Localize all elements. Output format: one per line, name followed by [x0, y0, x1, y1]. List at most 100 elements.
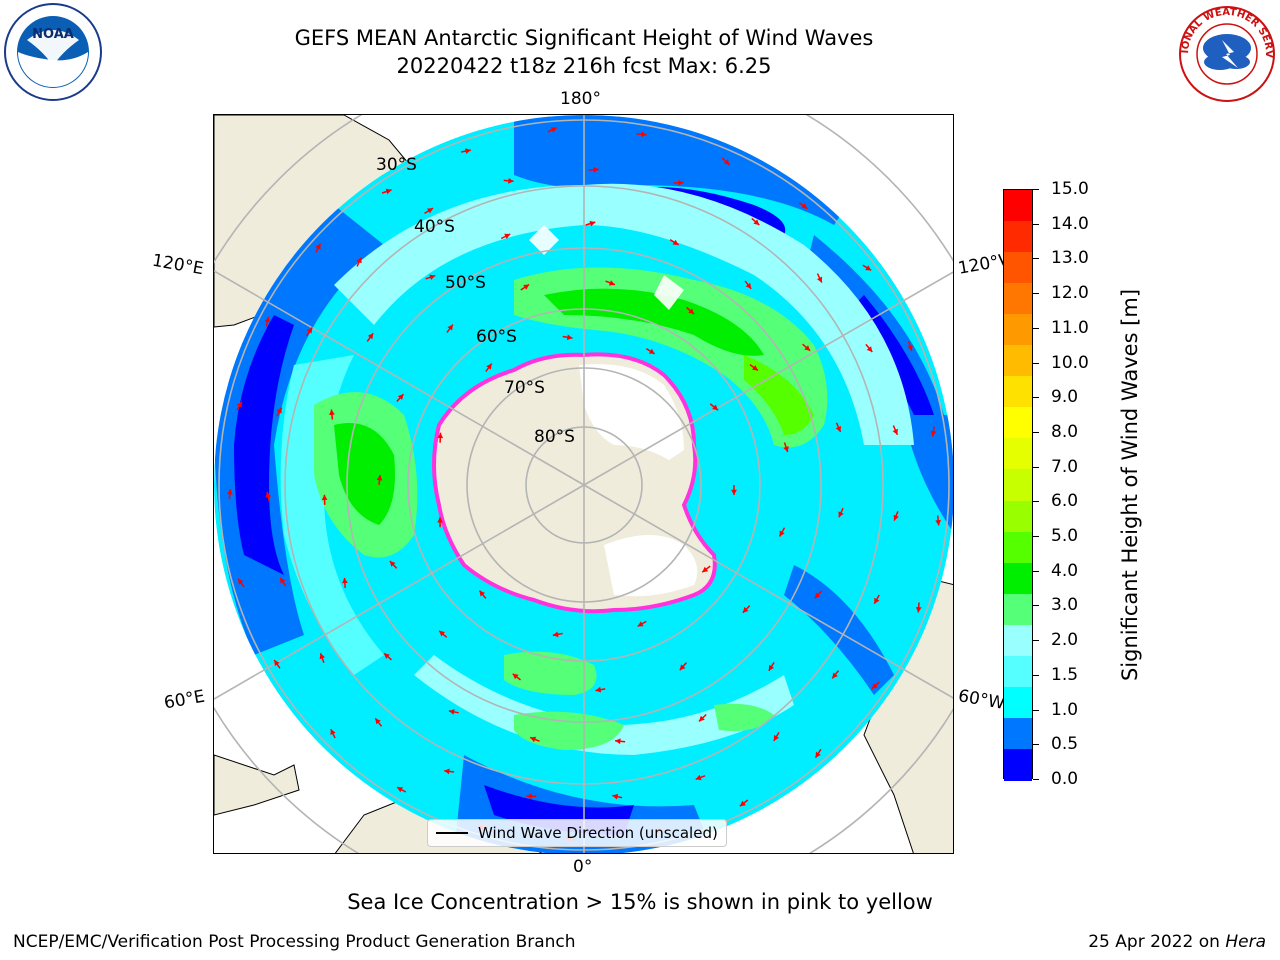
wave-arrow-head [530, 736, 537, 743]
wave-arrow-head [384, 653, 390, 659]
chart-subtitle: 20220422 t18z 216h fcst Max: 6.25 [396, 54, 772, 78]
lat-label-80s: 80°S [534, 427, 575, 447]
wave-arrow-head [238, 578, 244, 585]
colorbar [1003, 189, 1033, 781]
colorbar-segment [1004, 686, 1032, 719]
chart-title: GEFS MEAN Antarctic Significant Height o… [294, 26, 874, 50]
wave-arrow-head [874, 597, 880, 604]
colorbar-label: Significant Height of Wind Waves [m] [1117, 288, 1142, 682]
wave-arrow-head [915, 607, 922, 613]
wave-arrow-head [280, 577, 286, 584]
wave-arrow-head [817, 276, 823, 283]
lat-label-60s: 60°S [476, 327, 517, 347]
colorbar-segment [1004, 593, 1032, 626]
wave-arrow-head [375, 718, 381, 725]
colorbar-tick-mark [1033, 709, 1039, 711]
colorbar-tick-label: 13.0 [1051, 248, 1089, 269]
wave-arrow-head [768, 664, 774, 671]
colorbar-segment [1004, 717, 1032, 750]
wave-arrow-head [276, 407, 282, 414]
wave-arrow-head [566, 334, 573, 341]
date-text: 25 Apr 2022 on [1088, 932, 1220, 952]
colorbar-segment [1004, 531, 1032, 564]
wave-arrow-head [319, 653, 325, 660]
wave-arrow-head [892, 428, 898, 435]
wave-arrow-head [526, 793, 532, 800]
colorbar-tick-label: 1.0 [1051, 699, 1079, 720]
wave-arrow-head [589, 220, 596, 227]
lat-label-50s: 50°S [445, 273, 486, 293]
colorbar-tick-label: 3.0 [1051, 595, 1079, 616]
colorbar-tick-mark [1033, 258, 1039, 260]
wave-arrow-head [935, 519, 941, 526]
wave-arrow-head [866, 346, 873, 352]
colorbar-segment [1004, 221, 1032, 253]
wave-arrow-head [745, 282, 752, 289]
wave-arrow-head [227, 489, 233, 495]
colorbar-segment [1004, 500, 1032, 533]
colorbar-tick-label: 7.0 [1051, 456, 1079, 477]
lon-label-0: 0° [573, 857, 593, 877]
lon-label-60w: 60°W [956, 686, 1006, 714]
wave-arrow-head [465, 148, 471, 154]
wave-arrow-head [731, 489, 737, 495]
wave-arrow-head [814, 592, 821, 599]
colorbar-tick-mark [1033, 293, 1039, 295]
wave-arrow-head [397, 394, 404, 400]
colorbar-tick-label: 12.0 [1051, 283, 1089, 304]
colorbar-segment [1004, 252, 1032, 284]
colorbar-tick-mark [1033, 605, 1039, 607]
wave-arrow-head [315, 243, 321, 250]
colorbar-tick-mark [1033, 397, 1039, 399]
credit-text: NCEP/EMC/Verification Post Processing Pr… [13, 932, 576, 952]
wave-arrow-head [742, 606, 749, 613]
colorbar-segment [1004, 407, 1032, 439]
wave-arrow-head [593, 166, 599, 173]
wave-arrow-head [444, 768, 450, 775]
colorbar-tick-mark [1033, 779, 1039, 780]
colorbar-tick-mark [1033, 189, 1039, 190]
wave-arrow-head [907, 345, 913, 351]
colorbar-tick-mark [1033, 536, 1039, 538]
wave-arrow-head [265, 491, 272, 498]
wave-arrow-head [678, 180, 684, 186]
colorbar-segment [1004, 190, 1032, 222]
wave-arrow-head [479, 590, 485, 597]
wave-arrow-head [815, 751, 821, 758]
colorbar-tick-mark [1033, 744, 1039, 746]
wave-arrow-head [865, 265, 872, 271]
wave-arrow-head [236, 401, 242, 408]
colorbar-segment [1004, 469, 1032, 502]
map-legend: Wind Wave Direction (unscaled) [427, 819, 727, 847]
wave-arrow-head [512, 673, 519, 680]
wave-arrow-head [437, 517, 443, 523]
lat-label-40s: 40°S [414, 217, 455, 237]
colorbar-tick-label: 14.0 [1051, 213, 1089, 234]
wave-arrow-head [595, 686, 602, 693]
colorbar-tick-mark [1033, 674, 1039, 676]
colorbar-tick-label: 0.0 [1051, 769, 1079, 789]
wave-arrow-head [712, 404, 719, 411]
wave-arrow-head [871, 683, 878, 689]
wave-arrow-head [329, 409, 335, 416]
wave-arrow-head [274, 660, 280, 666]
wave-arrow-head [264, 316, 271, 323]
wave-arrow-head [801, 203, 808, 209]
wave-arrow-head [427, 208, 433, 214]
wave-arrow-head [306, 327, 313, 334]
wave-arrow-head [688, 308, 695, 315]
map-svg: 30°S 40°S 50°S 60°S 70°S 80°S [214, 115, 953, 853]
colorbar-tick-label: 8.0 [1051, 421, 1079, 442]
wave-arrow-head [832, 672, 838, 679]
colorbar-segment [1004, 283, 1032, 315]
legend-line-swatch [436, 832, 468, 834]
wave-arrow-head [342, 577, 348, 584]
noaa-logo: NOAA [4, 3, 102, 101]
colorbar-tick-label: 6.0 [1051, 491, 1079, 512]
colorbar-tick-label: 9.0 [1051, 387, 1079, 408]
wave-arrow-head [330, 729, 336, 735]
wave-arrow-head [552, 631, 559, 638]
wave-arrow-head [893, 514, 899, 521]
colorbar-tick-mark [1033, 501, 1039, 503]
wave-arrow-head [752, 365, 758, 371]
